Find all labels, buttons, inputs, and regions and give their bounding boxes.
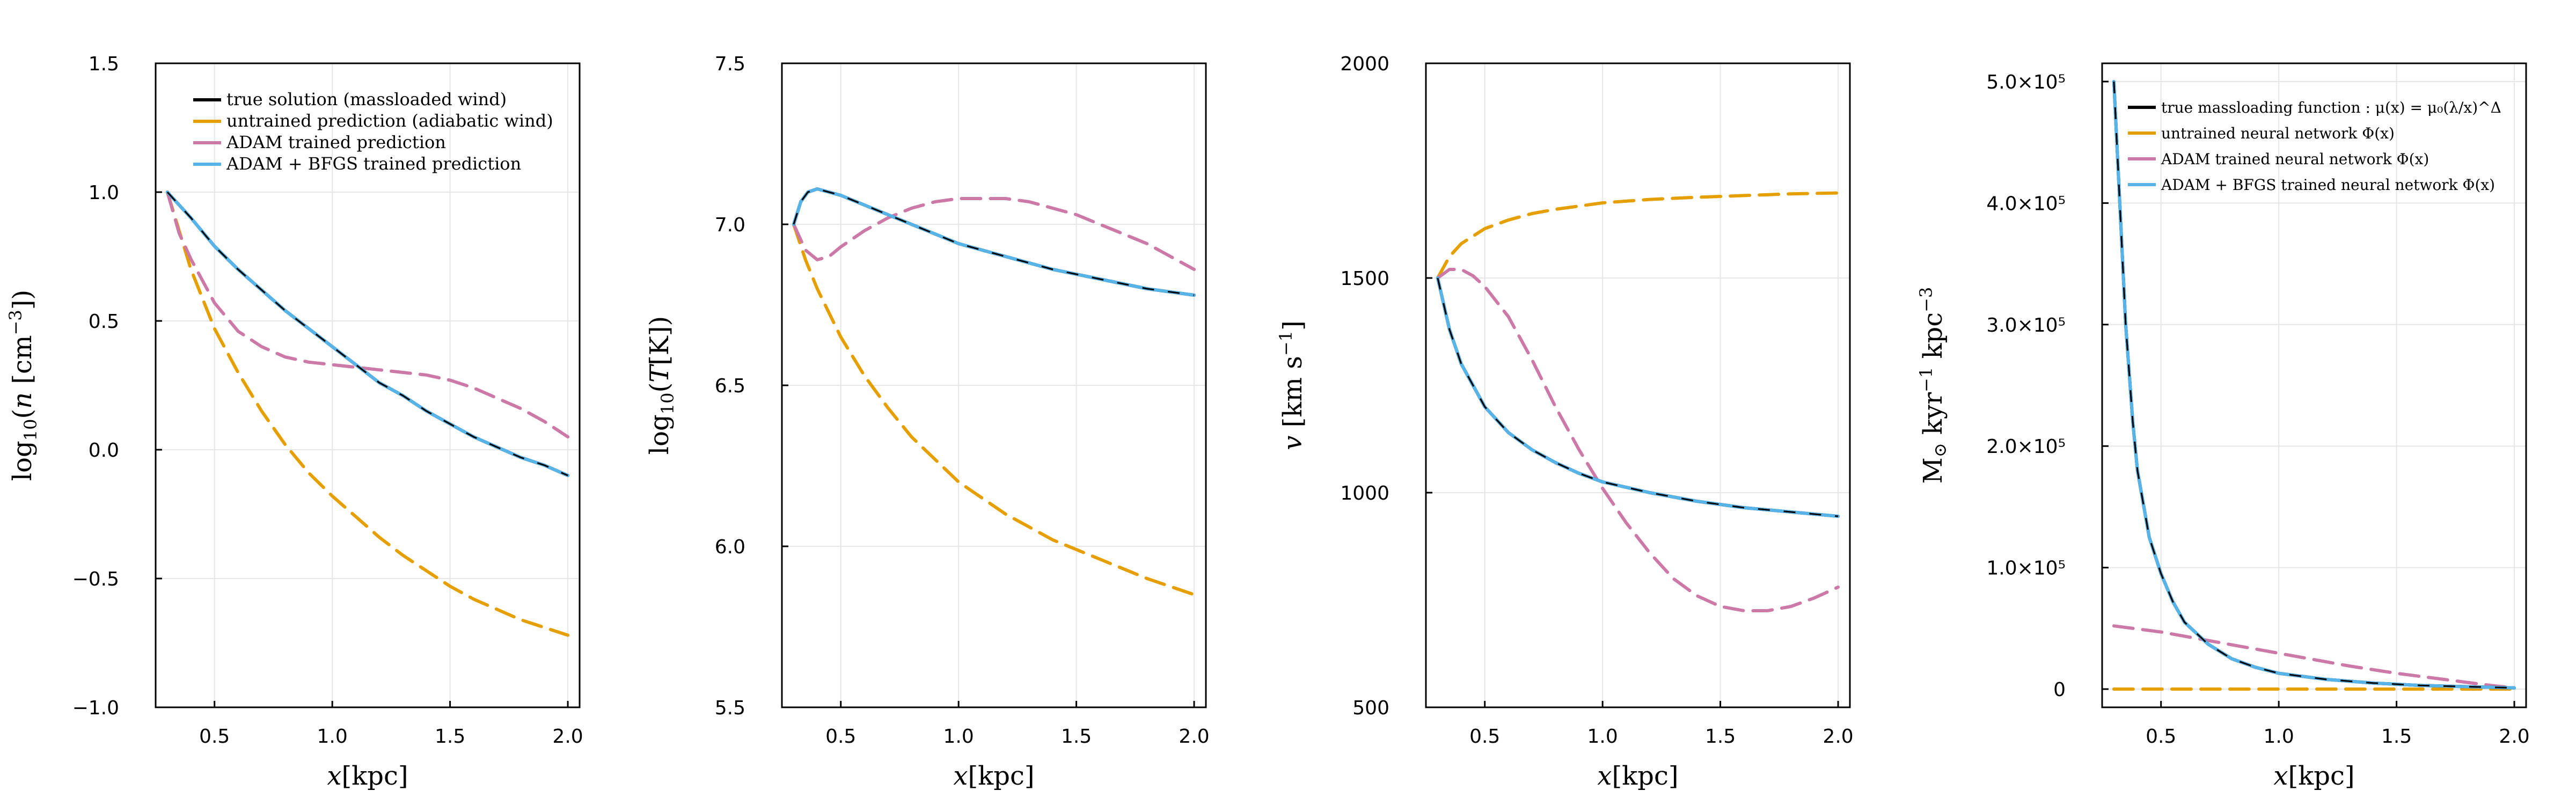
tick-label-x: 1.0 xyxy=(2264,726,2294,748)
tick-label-x: 1.0 xyxy=(317,726,348,748)
plot-frame-velocity xyxy=(1425,62,1851,708)
panel-mass-loading: 0.5 1.0 1.5 2.0 0 1.0×10⁵ 2.0×10⁵ 3.0×10⁵ 4.0×10… xyxy=(1916,62,2530,791)
tick-label-y: 6.0 xyxy=(715,536,745,558)
series-untrained-line xyxy=(1436,191,1840,280)
tick-label-x: 1.0 xyxy=(1587,726,1618,748)
tick-label-x: 0.5 xyxy=(825,726,856,748)
series-true-line xyxy=(2112,80,2516,690)
series-adam-line xyxy=(1436,268,1840,612)
tick-label-x: 1.5 xyxy=(435,726,465,748)
tick-label-y: 7.0 xyxy=(715,214,745,236)
tick-label-y: 5.0×10⁵ xyxy=(1986,71,2066,93)
tick-label-y: 1.5 xyxy=(89,53,119,75)
series-true-line xyxy=(165,191,570,477)
tick-label-y: 0.0 xyxy=(89,440,119,462)
series-true-overlay-line xyxy=(166,191,568,477)
legend-entry-adam: ADAM trained neural network Φ(x) xyxy=(2161,150,2429,168)
tick-label-y: 6.5 xyxy=(715,375,745,397)
tick-label-y: 4.0×10⁵ xyxy=(1986,193,2066,215)
ylabel-mass-loading: M⊙ kyr−1 kpc−3 xyxy=(1916,287,1950,484)
tick-label-y: −1.0 xyxy=(72,697,119,719)
tick-label-y: 1.0×10⁵ xyxy=(1986,558,2066,580)
legend-entry-true: true solution (massloaded wind) xyxy=(226,89,507,109)
legend-entry-bfgs: ADAM + BFGS trained neural network Φ(x) xyxy=(2161,176,2495,194)
xlabel-temperature: x[kpc] xyxy=(953,761,1034,791)
legend-entry-untrained: untrained neural network Φ(x) xyxy=(2161,125,2395,142)
legend-mass-loading: true massloading function : μ(x) = μ₀(λ/… xyxy=(2128,99,2501,194)
tick-label-y: 7.5 xyxy=(715,53,745,75)
series-true-overlay-line xyxy=(2113,81,2515,689)
tick-label-y: 1500 xyxy=(1340,268,1389,290)
tick-label-y: −0.5 xyxy=(72,568,119,590)
legend-density: true solution (massloaded wind)untrained… xyxy=(193,89,553,174)
plot-frame-mass-loading xyxy=(2101,62,2527,708)
tick-label-x: 1.5 xyxy=(1061,726,1092,748)
tick-label-x: 0.5 xyxy=(2146,726,2176,748)
ylabel-temperature: log10(T[K]) xyxy=(645,316,678,455)
tick-label-x: 0.5 xyxy=(1469,726,1500,748)
plot-frame-density xyxy=(155,62,581,708)
panel-density: 0.5 1.0 1.5 2.0−1.0−0.50.00.51.01.5 x[kpc] … xyxy=(5,53,583,791)
series-bfgs-line xyxy=(1436,276,1840,518)
tick-label-x: 1.5 xyxy=(2381,726,2412,748)
tick-label-x: 1.5 xyxy=(1705,726,1736,748)
legend-entry-adam: ADAM trained prediction xyxy=(226,132,446,152)
series-true-overlay-line xyxy=(1437,277,1839,517)
xlabel-mass-loading: x[kpc] xyxy=(2273,761,2354,791)
ylabel-density: log10(n [cm−3]) xyxy=(5,290,41,481)
ylabel-velocity: v [km s−1] xyxy=(1276,320,1308,450)
series-bfgs-line xyxy=(792,187,1196,297)
tick-label-x: 2.0 xyxy=(1179,726,1209,748)
tick-label-y: 1000 xyxy=(1340,482,1389,504)
tick-label-y: 2000 xyxy=(1340,53,1389,75)
legend-entry-untrained: untrained prediction (adiabatic wind) xyxy=(226,111,553,131)
tick-label-y: 500 xyxy=(1352,697,1389,719)
panel-velocity: 0.5 1.0 1.5 2.0 500 1000 1500 2000 x[kpc] v [km… xyxy=(1276,53,1854,791)
tick-label-x: 0.5 xyxy=(199,726,230,748)
xlabel-density: x[kpc] xyxy=(327,761,408,791)
series-adam-line xyxy=(165,191,570,438)
tick-label-y: 3.0×10⁵ xyxy=(1986,314,2066,336)
series-untrained-line xyxy=(792,223,1196,596)
tick-label-x: 1.0 xyxy=(943,726,974,748)
series-true-line xyxy=(792,187,1196,297)
xlabel-velocity: x[kpc] xyxy=(1597,761,1678,791)
tick-label-y: 5.5 xyxy=(715,697,745,719)
tick-label-y: 2.0×10⁵ xyxy=(1986,436,2066,458)
tick-label-y: 0 xyxy=(2053,679,2066,701)
series-bfgs-line xyxy=(165,191,570,477)
series-true-overlay-line xyxy=(793,188,1195,296)
panel-temperature: 0.5 1.0 1.5 2.0 5.5 6.0 6.5 7.0 7.5 x[kpc] log10… xyxy=(645,53,1210,791)
series-untrained-line xyxy=(165,191,570,637)
series-bfgs-line xyxy=(2112,80,2516,690)
tick-label-x: 2.0 xyxy=(552,726,583,748)
tick-label-y: 1.0 xyxy=(89,182,119,204)
legend-entry-true: true massloading function : μ(x) = μ₀(λ/… xyxy=(2161,99,2501,116)
legend-entry-bfgs: ADAM + BFGS trained prediction xyxy=(226,153,521,174)
tick-label-y: 0.5 xyxy=(89,311,119,333)
tick-label-x: 2.0 xyxy=(1823,726,1853,748)
tick-label-x: 2.0 xyxy=(2499,726,2529,748)
series-adam-line xyxy=(792,197,1196,271)
series-true-line xyxy=(1436,276,1840,518)
series-adam-line xyxy=(2112,624,2516,690)
